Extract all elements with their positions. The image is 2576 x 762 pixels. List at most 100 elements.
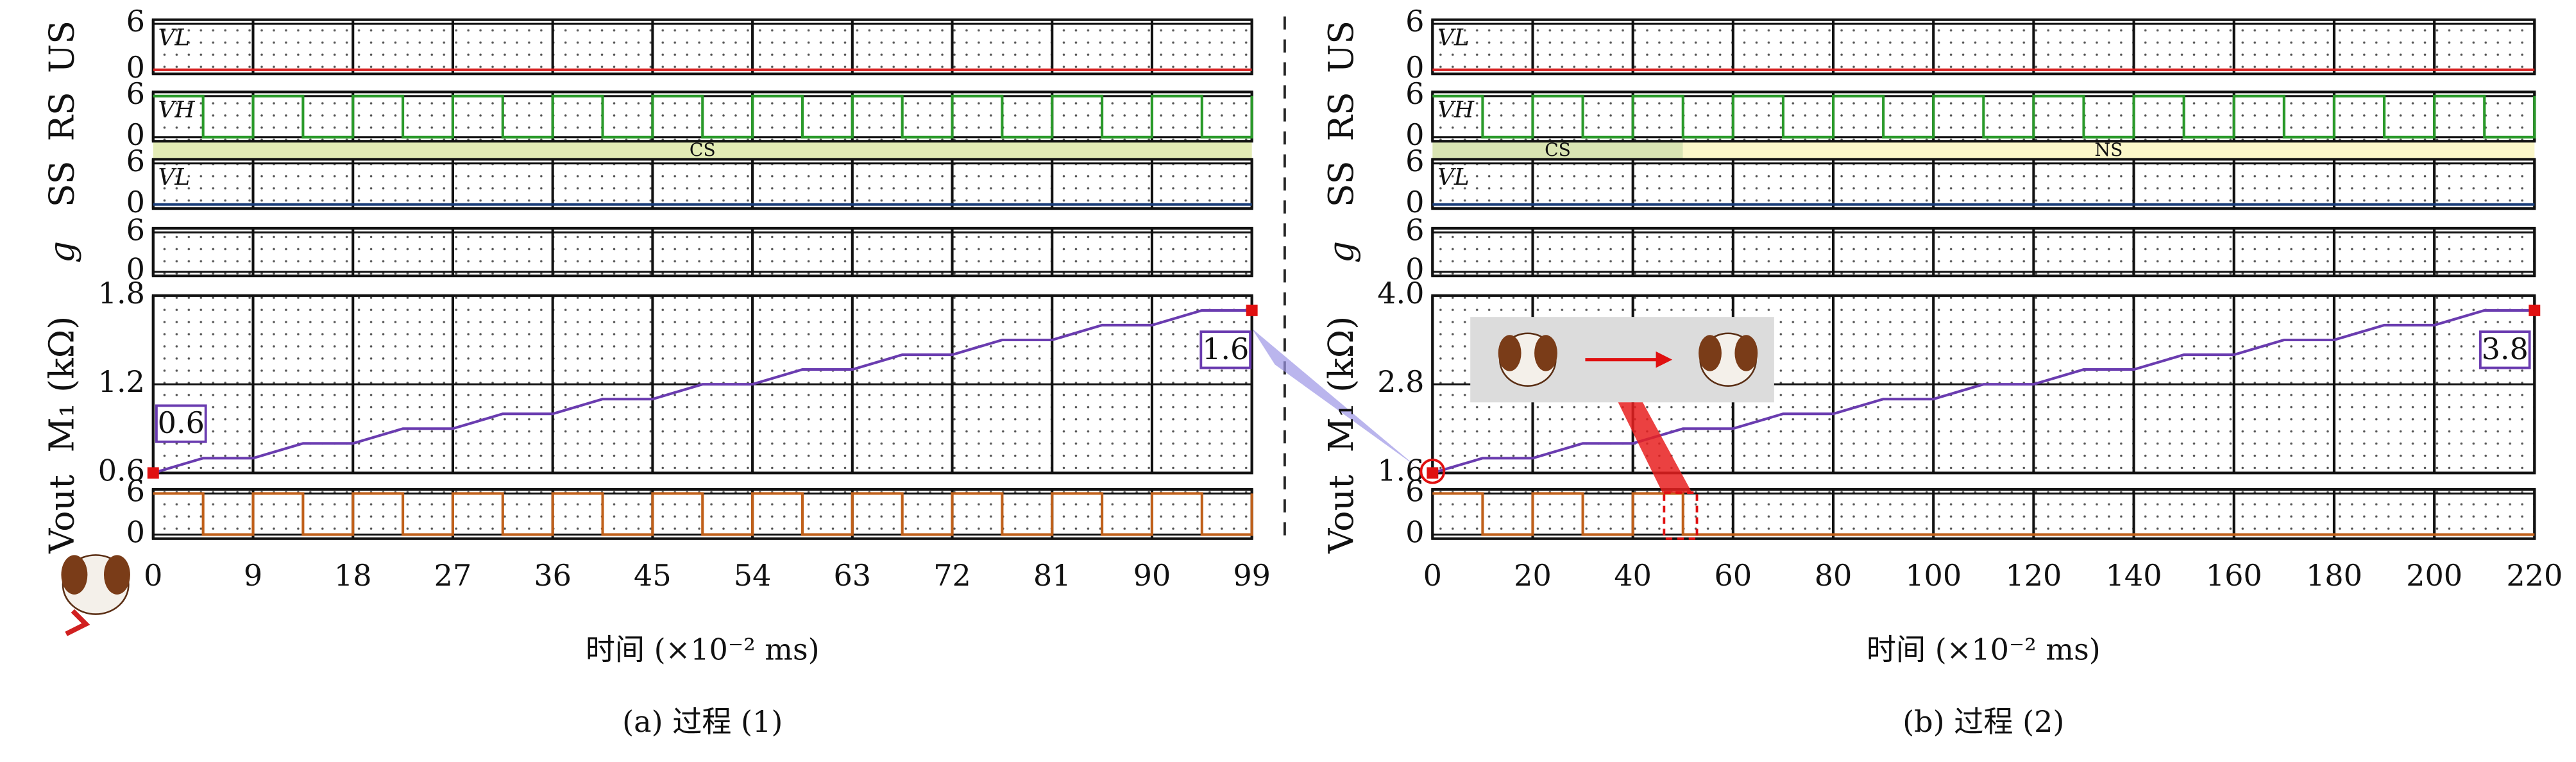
y-tick-label: 1.6: [1377, 453, 1424, 487]
panel-frame: [151, 158, 1253, 210]
x-tick-label: 100: [1905, 558, 1962, 593]
panel-frame: [1431, 226, 2536, 278]
y-tick-label: 0: [1405, 50, 1424, 85]
y-tick-label: 0: [126, 50, 145, 85]
region-label: CS: [1545, 139, 1571, 160]
highlight-box: [1663, 491, 1699, 540]
panel-label: SS: [42, 160, 82, 207]
panel-note: VL: [1437, 24, 1470, 51]
panel-bg: [1432, 159, 2535, 209]
series-line: [153, 492, 1253, 536]
dog-ear: [1699, 335, 1722, 371]
panel-bg: [1432, 489, 2535, 539]
annotation-box: [2479, 330, 2531, 369]
dog-ear: [1734, 335, 1758, 371]
panel-note: VL: [1437, 164, 1470, 190]
x-tick-label: 45: [634, 558, 672, 593]
endpoint: [147, 467, 159, 479]
inset: [1470, 317, 1774, 403]
y-tick-label: 0: [1405, 185, 1424, 219]
x-tick-label: 200: [2406, 558, 2462, 593]
y-tick-label: 6: [1405, 4, 1424, 38]
x-tick-label: 60: [1715, 558, 1752, 593]
x-axis-label: 时间 (×10⁻² ms): [586, 632, 820, 666]
x-tick-label: 220: [2506, 558, 2563, 593]
panel-bg: [153, 159, 1252, 209]
x-tick-label: 54: [734, 558, 772, 593]
annotation: 3.8: [2482, 332, 2529, 366]
y-tick-label: 6: [1405, 144, 1424, 178]
series-line: [153, 309, 1252, 475]
y-tick-label: 1.8: [98, 276, 145, 310]
y-tick-label: 0: [126, 117, 145, 152]
panel-note: VL: [158, 24, 190, 51]
y-tick-label: 6: [1405, 212, 1424, 247]
panel-note: VL: [158, 164, 190, 190]
y-tick-label: 6: [126, 212, 145, 247]
panel-label: M₁ (kΩ): [1321, 316, 1361, 453]
series-line: [1432, 94, 2536, 139]
x-tick-label: 63: [833, 558, 871, 593]
panel-label: US: [42, 21, 82, 73]
annotation-box: [1199, 330, 1252, 369]
pointer: [1618, 402, 1692, 493]
panel-label: US: [1321, 21, 1361, 73]
y-tick-label: 6: [126, 473, 145, 508]
y-tick-label: 0.6: [98, 453, 145, 487]
panel-bg: [1432, 19, 2535, 74]
region: [1432, 141, 1683, 160]
dog-ear: [1534, 335, 1557, 371]
endpoint: [2529, 304, 2541, 316]
annotation-box: [155, 404, 207, 443]
y-tick-label: 1.2: [98, 364, 145, 399]
x-tick-label: 72: [933, 558, 971, 593]
panel-bg: [1432, 228, 2535, 276]
y-tick-label: 6: [1405, 76, 1424, 111]
panel-frame: [1431, 158, 2536, 210]
y-tick-label: 0: [126, 185, 145, 219]
callout: [1251, 328, 1416, 467]
panel-frame: [1431, 487, 2536, 540]
x-axis-label: 时间 (×10⁻² ms): [1867, 632, 2101, 666]
y-tick-label: 0: [126, 514, 145, 549]
arrow-head: [1656, 351, 1673, 368]
y-tick-label: 2.8: [1377, 364, 1424, 399]
dog-icon: [61, 554, 130, 636]
x-tick-label: 80: [1815, 558, 1852, 593]
panel-frame: [1431, 294, 2536, 475]
x-tick-label: 0: [144, 558, 162, 593]
endpoint: [1427, 467, 1439, 479]
y-tick-label: 6: [126, 4, 145, 38]
series-line: [153, 94, 1253, 139]
panel-bg: [153, 19, 1252, 74]
y-tick-label: 0: [1405, 252, 1424, 287]
x-tick-label: 0: [1423, 558, 1442, 593]
panel-bg: [153, 228, 1252, 276]
x-tick-label: 27: [434, 558, 472, 593]
y-tick-label: 4.0: [1377, 276, 1424, 310]
series-line: [1432, 492, 2535, 536]
panel-label: g: [42, 241, 82, 263]
y-tick-label: 0: [1405, 514, 1424, 549]
x-tick-label: 160: [2206, 558, 2262, 593]
endpoint: [1246, 304, 1258, 316]
panel-frame: [151, 294, 1253, 475]
start-marker: [1419, 458, 1446, 484]
series-line: [1432, 309, 2535, 475]
x-tick-label: 36: [534, 558, 572, 593]
x-tick-label: 180: [2306, 558, 2362, 593]
y-tick-label: 6: [1405, 473, 1424, 508]
region-label: CS: [690, 139, 716, 160]
panel-frame: [151, 18, 1253, 76]
annotation: 1.6: [1202, 332, 1249, 366]
panel-label: RS: [42, 92, 82, 141]
x-tick-label: 9: [244, 558, 262, 593]
panel-label: SS: [1321, 160, 1361, 207]
panel-frame: [151, 226, 1253, 278]
panel-frame: [1431, 18, 2536, 76]
caption: (a) 过程 (1): [622, 704, 783, 739]
x-tick-label: 81: [1033, 558, 1071, 593]
x-tick-label: 18: [334, 558, 372, 593]
panel-label: Vout: [42, 475, 82, 554]
